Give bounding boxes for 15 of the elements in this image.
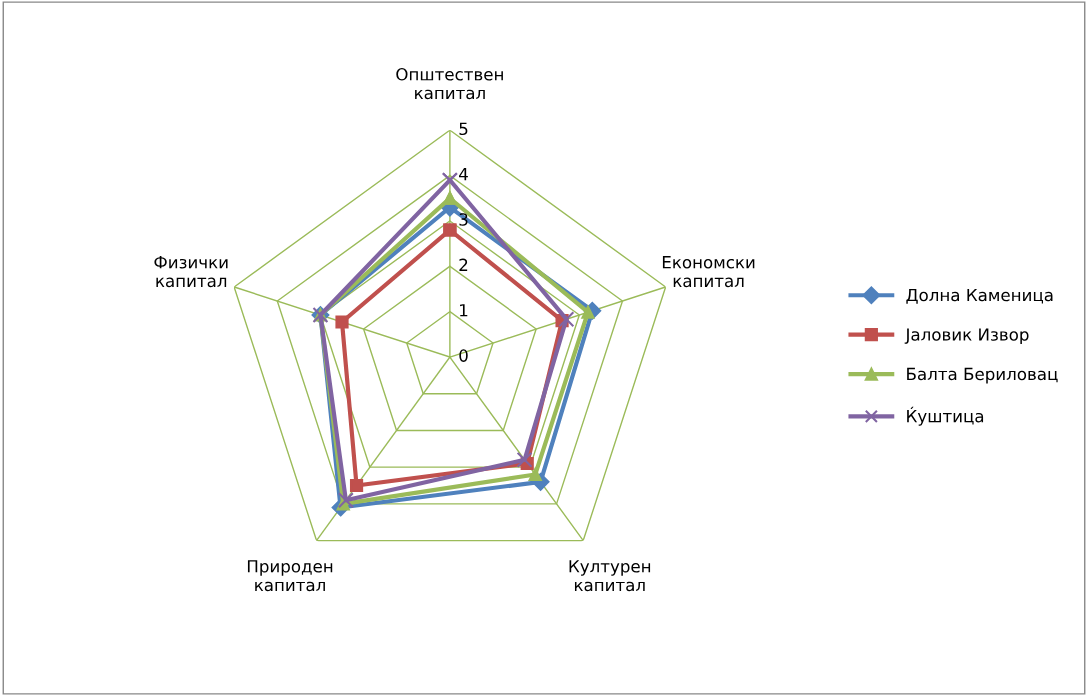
legend-label: Балта Бериловац — [907, 367, 1058, 384]
spoke-label: Економски капитал — [662, 256, 755, 288]
spoke-label: Културен капитал — [569, 560, 651, 592]
y-tick-label: 3 — [459, 213, 468, 226]
spoke-label: Природен капитал — [247, 560, 333, 592]
y-tick-label: 4 — [459, 168, 468, 181]
legend-label: Ќуштица — [907, 406, 984, 426]
legend-label: Јаловик Извор — [904, 328, 1029, 344]
spoke-label: Општествен капитал — [396, 67, 503, 100]
spoke-label: Физички капитал — [154, 256, 228, 288]
y-tick-label: 1 — [460, 304, 468, 317]
y-tick-label: 0 — [459, 349, 468, 362]
y-tick-label: 5 — [459, 122, 468, 136]
y-tick-label: 2 — [459, 258, 468, 271]
legend-label: Долна Каменица — [906, 288, 1053, 304]
